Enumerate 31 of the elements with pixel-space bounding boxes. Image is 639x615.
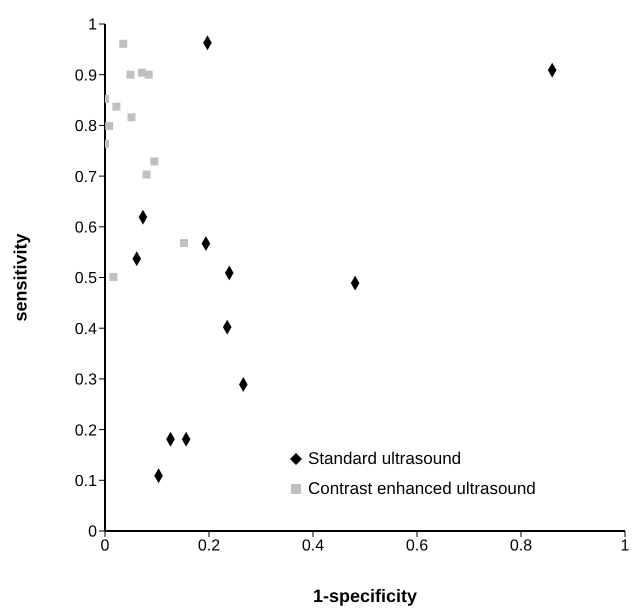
point xyxy=(112,102,120,111)
y-tick-label: 1 xyxy=(88,16,98,34)
y-tick-label: 0 xyxy=(88,524,98,541)
y-tick-label: 0.8 xyxy=(74,118,98,136)
point xyxy=(105,122,114,130)
x-tick-label: 0.4 xyxy=(302,537,324,554)
y-tick-label: 0.9 xyxy=(74,67,98,84)
x-tick-label: 0 xyxy=(100,537,110,554)
point xyxy=(109,272,118,281)
point xyxy=(126,70,134,79)
y-tick-label: 0.6 xyxy=(74,219,98,236)
point xyxy=(144,70,153,79)
y-tick-label: 0.7 xyxy=(74,168,98,186)
point xyxy=(142,170,151,179)
y-tick-label: 0.3 xyxy=(74,372,98,389)
y-axis-title: sensitivity xyxy=(10,233,30,322)
y-tick-label: 0.1 xyxy=(74,472,98,490)
y-tick-label: 0.2 xyxy=(74,422,98,440)
legend-label: Standard ultrasound xyxy=(308,448,462,470)
point xyxy=(119,40,128,48)
point xyxy=(150,157,158,166)
x-tick-label: 0.2 xyxy=(198,537,220,554)
y-tick-label: 0.5 xyxy=(74,270,98,288)
point xyxy=(180,239,188,248)
x-axis-title: 1-specificity xyxy=(312,586,418,606)
legend-label: Contrast enhanced ultrasound xyxy=(308,478,536,500)
x-tick-label: 0.8 xyxy=(510,537,532,554)
point xyxy=(128,113,136,122)
x-tick-label: 1 xyxy=(620,537,630,554)
y-tick-label: 0.4 xyxy=(74,320,98,338)
x-tick-label: 0.6 xyxy=(406,537,428,554)
